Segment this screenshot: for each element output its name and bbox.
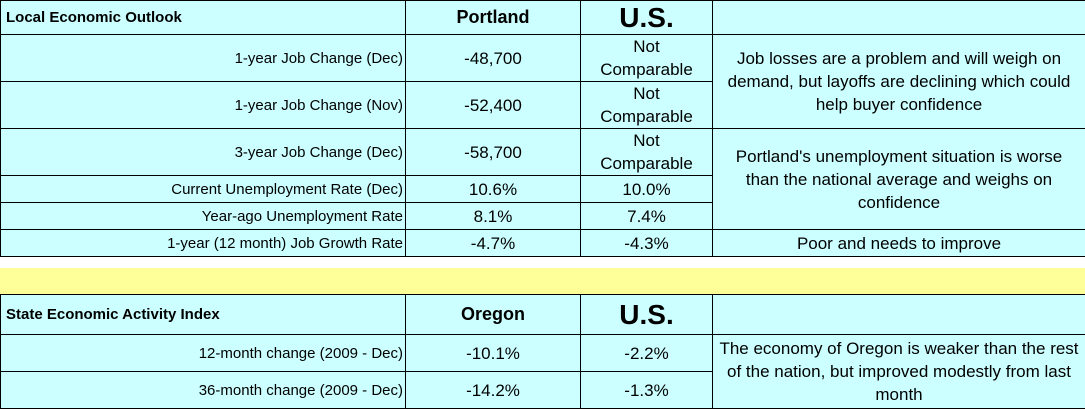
local-outlook-title: Local Economic Outlook bbox=[1, 1, 406, 35]
us-value: -4.3% bbox=[581, 230, 713, 257]
row-label: 1-year Job Change (Dec) bbox=[1, 35, 406, 82]
table-row: 1-year (12 month) Job Growth Rate -4.7% … bbox=[1, 230, 1085, 257]
row-label: Year-ago Unemployment Rate bbox=[1, 203, 406, 230]
row-label: 36-month change (2009 - Dec) bbox=[1, 372, 406, 409]
portland-value: -48,700 bbox=[406, 35, 581, 82]
unemployment-comment: Portland's unemployment situation is wor… bbox=[713, 129, 1085, 230]
row-label: 1-year Job Change (Nov) bbox=[1, 82, 406, 129]
oregon-economy-comment: The economy of Oregon is weaker than the… bbox=[713, 335, 1085, 409]
portland-value: 10.6% bbox=[406, 176, 581, 203]
us-column-header: U.S. bbox=[581, 1, 713, 35]
row-label: 3-year Job Change (Dec) bbox=[1, 129, 406, 176]
job-growth-comment: Poor and needs to improve bbox=[713, 230, 1085, 257]
state-index-title: State Economic Activity Index bbox=[1, 295, 406, 335]
us-value: -2.2% bbox=[581, 335, 713, 372]
row-label: 1-year (12 month) Job Growth Rate bbox=[1, 230, 406, 257]
oregon-value: -10.1% bbox=[406, 335, 581, 372]
table-row: 12-month change (2009 - Dec) -10.1% -2.2… bbox=[1, 335, 1085, 372]
us-value: 10.0% bbox=[581, 176, 713, 203]
row-label: 12-month change (2009 - Dec) bbox=[1, 335, 406, 372]
oregon-value: -14.2% bbox=[406, 372, 581, 409]
state-economic-activity-table: State Economic Activity Index Oregon U.S… bbox=[0, 294, 1085, 409]
us-value: -1.3% bbox=[581, 372, 713, 409]
row-label: Current Unemployment Rate (Dec) bbox=[1, 176, 406, 203]
portland-column-header: Portland bbox=[406, 1, 581, 35]
portland-value: -58,700 bbox=[406, 129, 581, 176]
portland-value: -52,400 bbox=[406, 82, 581, 129]
comment-column-header bbox=[713, 1, 1085, 35]
comment-column-header bbox=[713, 295, 1085, 335]
portland-value: -4.7% bbox=[406, 230, 581, 257]
local-economic-outlook-table: Local Economic Outlook Portland U.S. 1-y… bbox=[0, 0, 1085, 257]
section-divider bbox=[0, 268, 1085, 294]
portland-value: 8.1% bbox=[406, 203, 581, 230]
us-column-header: U.S. bbox=[581, 295, 713, 335]
oregon-column-header: Oregon bbox=[406, 295, 581, 335]
job-losses-comment: Job losses are a problem and will weigh … bbox=[713, 35, 1085, 129]
us-value: 7.4% bbox=[581, 203, 713, 230]
